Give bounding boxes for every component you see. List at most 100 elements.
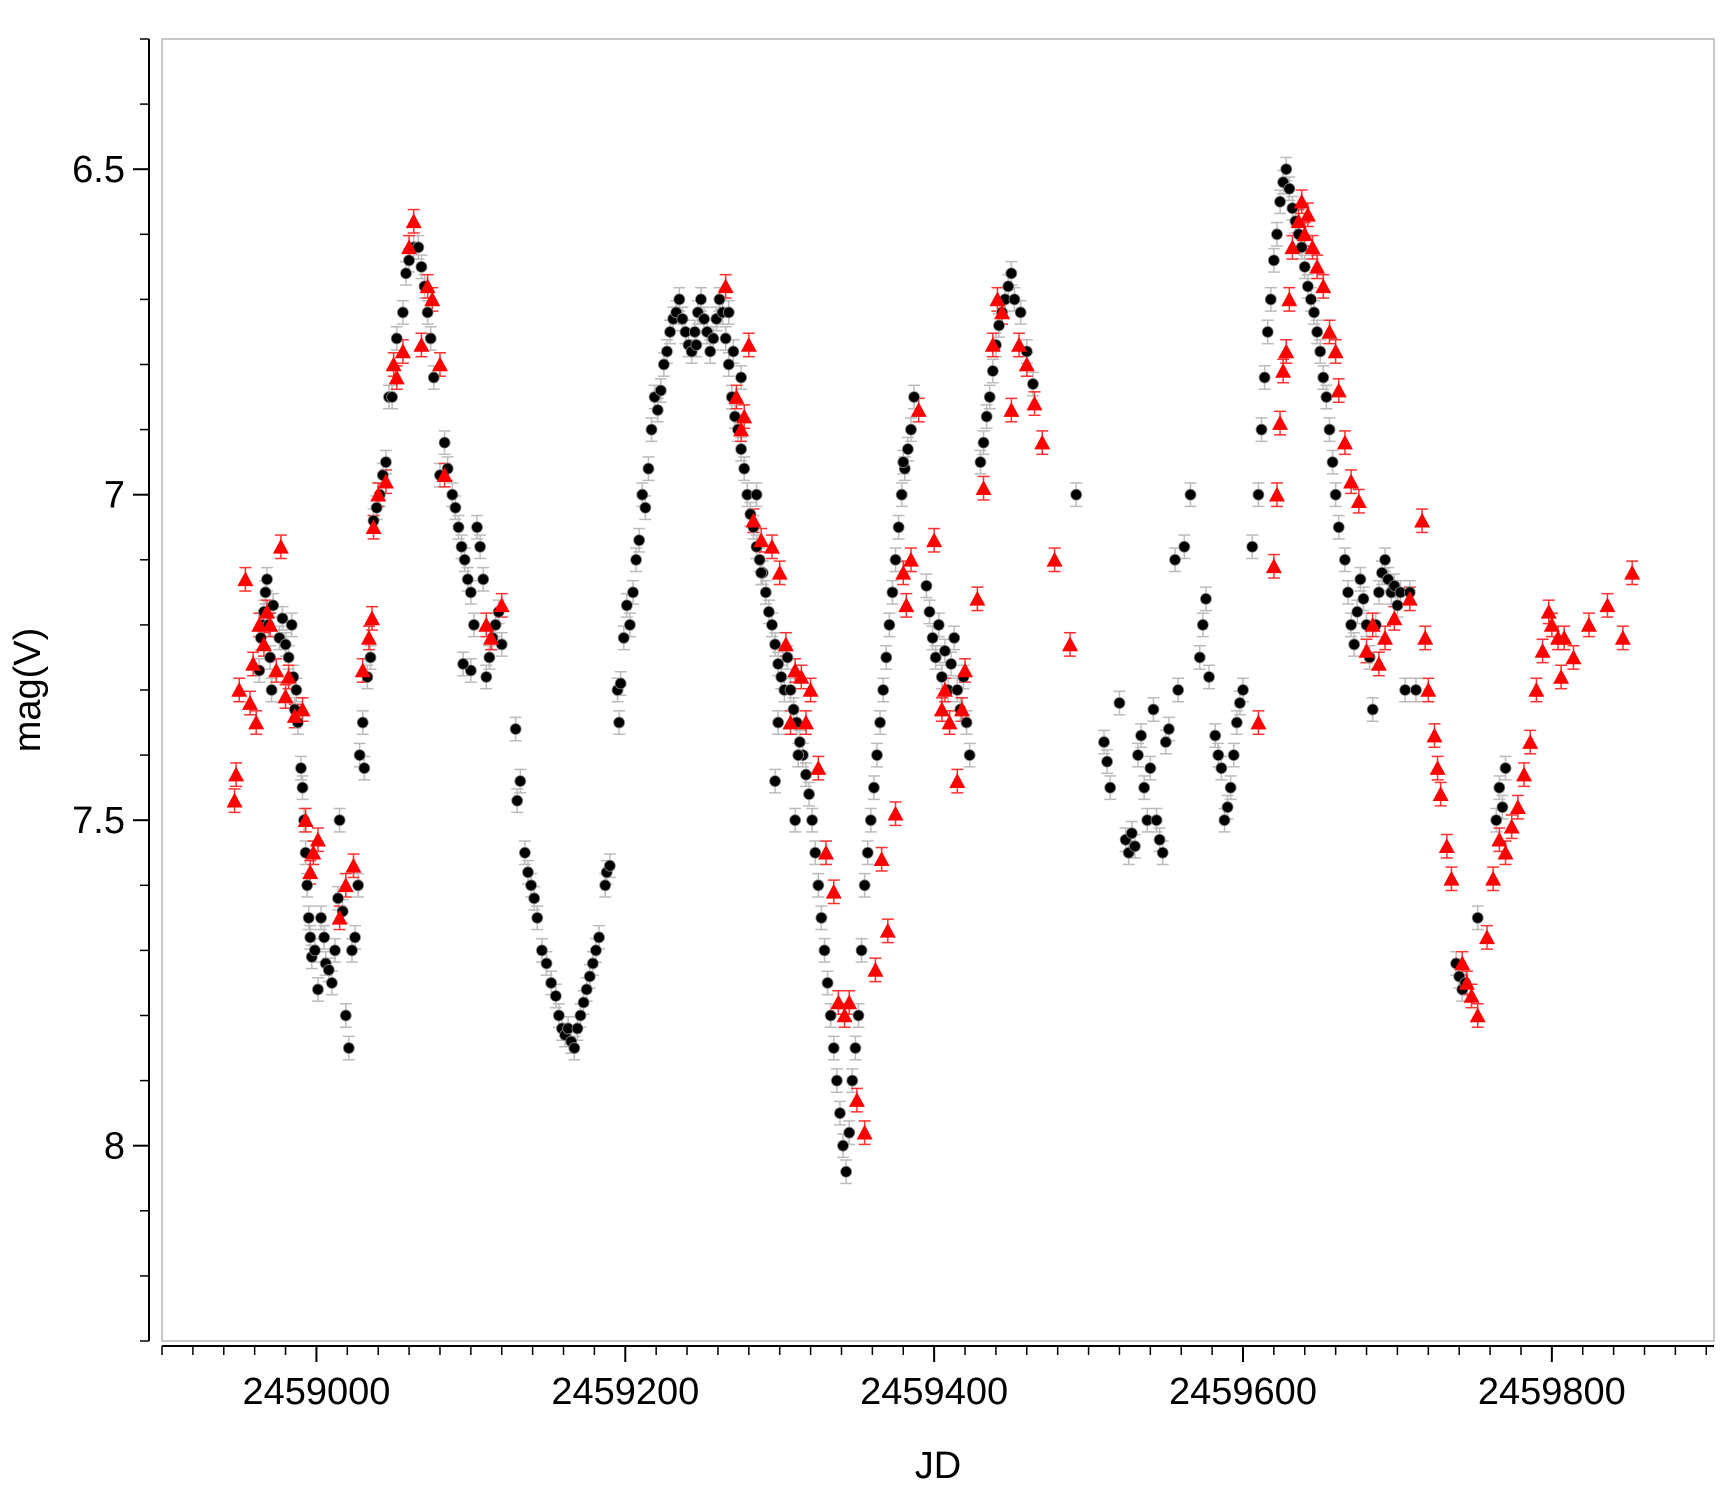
- data-point-circle: [1234, 697, 1246, 709]
- data-point-circle: [1399, 684, 1412, 696]
- data-point-circle: [301, 879, 314, 892]
- data-point-circle: [993, 319, 1005, 332]
- data-point-circle: [1153, 833, 1166, 846]
- data-point-circle: [471, 521, 483, 534]
- x-axis: 2459000 2459200 2459400 2459600 2459800: [161, 1345, 1714, 1413]
- data-point-circle: [1224, 781, 1237, 794]
- data-point-circle: [276, 612, 289, 625]
- data-point-circle: [427, 371, 440, 384]
- data-point-circle: [356, 716, 369, 729]
- data-point-circle: [1354, 573, 1367, 586]
- data-point-triangle: [272, 538, 289, 554]
- data-point-triangle: [431, 356, 448, 372]
- data-point-circle: [353, 749, 366, 761]
- data-point-circle: [627, 586, 639, 599]
- data-point-circle: [630, 553, 642, 566]
- data-point-triangle: [989, 291, 1006, 307]
- data-point-circle: [645, 423, 658, 436]
- data-point-circle: [920, 579, 933, 592]
- data-point-circle: [1125, 827, 1138, 840]
- data-point-circle: [446, 488, 459, 501]
- data-point-triangle: [388, 369, 405, 385]
- data-point-circle: [525, 879, 537, 892]
- data-point-circle: [1366, 703, 1379, 716]
- data-point-circle: [864, 814, 877, 827]
- data-point-circle: [1156, 846, 1169, 859]
- data-point-triangle: [482, 629, 499, 645]
- data-point-circle: [333, 814, 346, 827]
- data-point-circle: [792, 749, 805, 761]
- data-point-triangle: [302, 864, 319, 880]
- data-point-triangle: [1426, 727, 1443, 743]
- data-point-circle: [775, 671, 788, 683]
- data-point-circle: [664, 326, 676, 338]
- data-point-circle: [282, 651, 295, 664]
- data-point-triangle: [1509, 799, 1526, 814]
- data-point-circle: [397, 306, 409, 319]
- data-point-circle: [302, 911, 315, 924]
- data-point-circle: [438, 436, 451, 449]
- data-point-circle: [1221, 801, 1234, 814]
- data-point-triangle: [1556, 629, 1573, 645]
- data-point-circle: [895, 488, 908, 501]
- data-point-circle: [901, 443, 914, 456]
- data-point-triangle: [1503, 818, 1520, 834]
- data-point-circle: [886, 586, 899, 599]
- data-point-circle: [480, 671, 493, 683]
- data-point-circle: [781, 651, 794, 664]
- data-point-triangle: [975, 480, 992, 495]
- data-point-triangle: [1401, 590, 1418, 606]
- data-point-circle: [329, 944, 341, 957]
- data-point-circle: [1372, 586, 1385, 599]
- data-point-triangle: [309, 831, 326, 847]
- data-point-triangle: [1299, 206, 1316, 222]
- data-point-circle: [1101, 755, 1113, 768]
- data-point-triangle: [936, 682, 953, 697]
- data-point-circle: [1326, 456, 1339, 469]
- data-point-triangle: [841, 994, 858, 1010]
- data-point-circle: [1196, 619, 1209, 631]
- data-point-circle: [1351, 605, 1364, 618]
- data-point-circle: [1298, 260, 1311, 273]
- x-tick-label: 2459000: [242, 1371, 390, 1413]
- data-point-triangle: [818, 844, 835, 860]
- data-point-circle: [1258, 371, 1271, 384]
- data-point-circle: [1493, 781, 1506, 794]
- data-point-circle: [339, 1009, 352, 1022]
- data-point-circle: [318, 931, 331, 944]
- data-point-triangle: [1624, 564, 1641, 580]
- data-point-triangle: [1443, 870, 1460, 886]
- data-point-triangle: [736, 408, 753, 424]
- data-point-circle: [963, 749, 976, 761]
- data-point-circle: [449, 501, 462, 514]
- data-point-circle: [1496, 801, 1509, 814]
- data-point-circle: [265, 684, 278, 696]
- data-point-triangle: [887, 805, 904, 821]
- data-point-triangle: [810, 760, 827, 775]
- data-point-triangle: [1469, 1007, 1486, 1023]
- data-point-triangle: [1420, 682, 1437, 697]
- data-point-circle: [1342, 586, 1354, 599]
- data-point-triangle: [994, 304, 1011, 320]
- data-point-circle: [583, 970, 596, 983]
- data-point-circle: [1274, 195, 1286, 208]
- data-point-triangle: [1553, 668, 1570, 684]
- data-point-triangle: [1414, 512, 1431, 528]
- data-point-circle: [892, 521, 905, 534]
- series-black-circles: [253, 163, 1512, 1178]
- data-point-circle: [787, 703, 800, 716]
- data-point-circle: [483, 651, 496, 664]
- data-point-triangle: [262, 616, 279, 632]
- data-point-triangle: [1343, 473, 1360, 489]
- data-point-triangle: [419, 278, 436, 294]
- data-point-circle: [1113, 697, 1126, 709]
- data-point-circle: [897, 456, 910, 469]
- data-point-triangle: [1432, 786, 1449, 801]
- data-point-triangle: [1034, 434, 1051, 450]
- data-point-circle: [871, 749, 883, 761]
- data-point-circle: [1329, 488, 1342, 501]
- data-point-circle: [1184, 488, 1197, 501]
- data-point-circle: [332, 892, 344, 905]
- data-point-triangle: [941, 714, 958, 730]
- data-point-circle: [769, 775, 781, 788]
